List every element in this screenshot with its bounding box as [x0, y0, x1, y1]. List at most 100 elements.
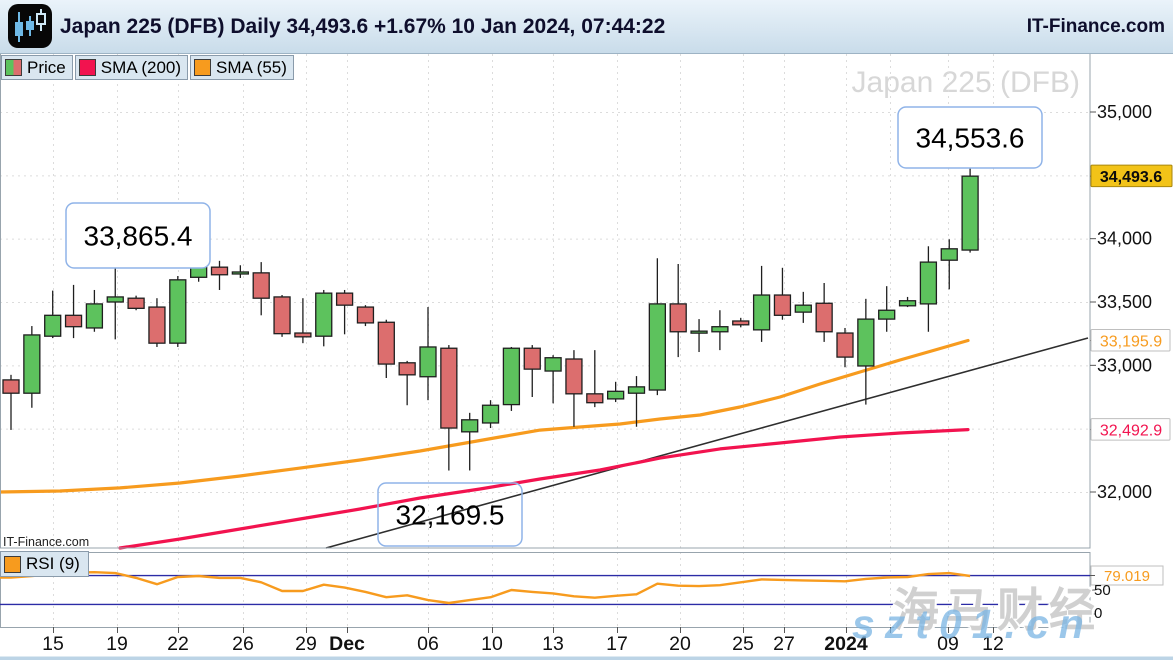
price-legend: Price SMA (200) SMA (55) [1, 55, 294, 80]
trendline[interactable] [325, 337, 1089, 549]
candlestick [961, 175, 979, 251]
candlestick [815, 302, 833, 333]
candlestick [294, 332, 312, 338]
y-axis-label: 33,000 [1097, 355, 1152, 375]
price-annotation-box [65, 202, 211, 269]
legend-item-sma200[interactable]: SMA (200) [74, 55, 189, 80]
candlestick [461, 419, 479, 433]
sma-200-line [118, 428, 970, 550]
candlestick [252, 272, 270, 299]
sma-55-value-badge-label: 33,195.9 [1100, 334, 1162, 351]
candlestick [794, 304, 812, 313]
candlestick [440, 347, 458, 429]
x-axis-label: 15 [42, 633, 64, 655]
x-axis-label: 25 [732, 633, 754, 655]
price-annotation-label: 32,169.5 [396, 500, 505, 531]
candlestick [148, 306, 166, 344]
candlestick [273, 296, 291, 335]
candlestick [356, 306, 375, 324]
candlestick [502, 347, 521, 406]
y-axis-label: 35,000 [1097, 102, 1152, 122]
candlestick [878, 309, 896, 320]
chart-title: Japan 225 (DFB) Daily 34,493.6 +1.67% 10… [60, 15, 666, 38]
candlestick [127, 297, 145, 309]
price-annotation-box [897, 106, 1043, 169]
candlestick [210, 266, 229, 276]
cn-watermark: 海马财经 [893, 584, 1101, 636]
price-annotation-label: 33,865.4 [84, 221, 193, 252]
x-axis-label: 19 [106, 633, 128, 655]
sma55-swatch-icon [194, 59, 212, 76]
x-axis-label: 10 [481, 633, 503, 655]
legend-label: SMA (200) [100, 57, 182, 77]
x-axis-label: 27 [773, 633, 795, 655]
sma-200-value-badge-label: 32,492.9 [1100, 423, 1162, 440]
candlestick [23, 334, 41, 394]
candlestick [523, 347, 541, 370]
y-axis-label: 33,500 [1097, 292, 1152, 312]
last-price-badge [1090, 164, 1173, 188]
x-axis-label: 22 [167, 633, 189, 655]
candlestick [836, 332, 854, 358]
x-axis-label: 29 [295, 633, 317, 655]
x-axis-label: 2024 [824, 633, 868, 655]
x-axis-label: 20 [669, 633, 691, 655]
candlestick [2, 379, 20, 394]
brand-link[interactable]: IT-Finance.com [1026, 16, 1165, 37]
legend-item-price[interactable]: Price [1, 55, 73, 80]
candlestick [669, 303, 687, 333]
price-annotation-box [377, 482, 523, 547]
x-axis-label: Dec [329, 633, 365, 655]
candlestick [419, 346, 437, 378]
candlestick [315, 292, 333, 337]
itfinance-watermark: IT-Finance.com [3, 535, 90, 549]
chart-watermark: Japan 225 (DFB) [852, 66, 1080, 99]
x-axis-label: 12 [982, 633, 1004, 655]
candlestick [919, 261, 938, 305]
legend-label: Price [27, 57, 66, 77]
price-swatch-icon [5, 59, 22, 76]
candlestick [565, 358, 583, 395]
candlestick [773, 294, 792, 316]
candlestick [64, 314, 83, 328]
sma-200-value-badge [1090, 418, 1171, 441]
sma-55-line [0, 338, 970, 494]
candlestick [627, 386, 646, 394]
cn-site-watermark: szt01.cn [852, 601, 1094, 647]
x-axis-label: 09 [937, 633, 959, 655]
candlestick [377, 321, 395, 365]
candlestick [106, 296, 124, 303]
rsi-legend[interactable]: RSI (9) [0, 551, 89, 577]
x-axis-label: 13 [542, 633, 564, 655]
rsi-axis-label: 0 [1094, 605, 1102, 622]
candlestick [481, 404, 500, 424]
candlestick [690, 330, 708, 334]
x-axis-label: 17 [606, 633, 628, 655]
bottom-strip [0, 656, 1173, 660]
rsi-line [0, 571, 971, 605]
legend-item-sma55[interactable]: SMA (55) [190, 55, 294, 80]
candlestick-logo-icon[interactable] [8, 4, 52, 48]
price-annotation-label: 34,553.6 [916, 123, 1025, 154]
candlestick [607, 390, 625, 400]
candlestick [398, 362, 416, 376]
x-axis-label: 26 [232, 633, 254, 655]
candlestick [752, 294, 771, 331]
rsi-axis-label: 50 [1094, 582, 1111, 599]
y-axis-label: 32,000 [1097, 482, 1152, 502]
x-axis-label: 06 [417, 633, 439, 655]
candlestick [940, 248, 958, 261]
candlestick [898, 300, 917, 307]
candlestick [85, 303, 104, 329]
candlestick [169, 279, 187, 344]
legend-label: SMA (55) [216, 57, 287, 77]
candlestick [544, 357, 562, 372]
sma-55-value-badge [1090, 329, 1171, 352]
candlestick [586, 393, 604, 404]
candlestick [711, 326, 729, 333]
rsi-swatch-icon [4, 555, 21, 573]
candlestick [857, 318, 875, 367]
candlestick [44, 314, 62, 337]
